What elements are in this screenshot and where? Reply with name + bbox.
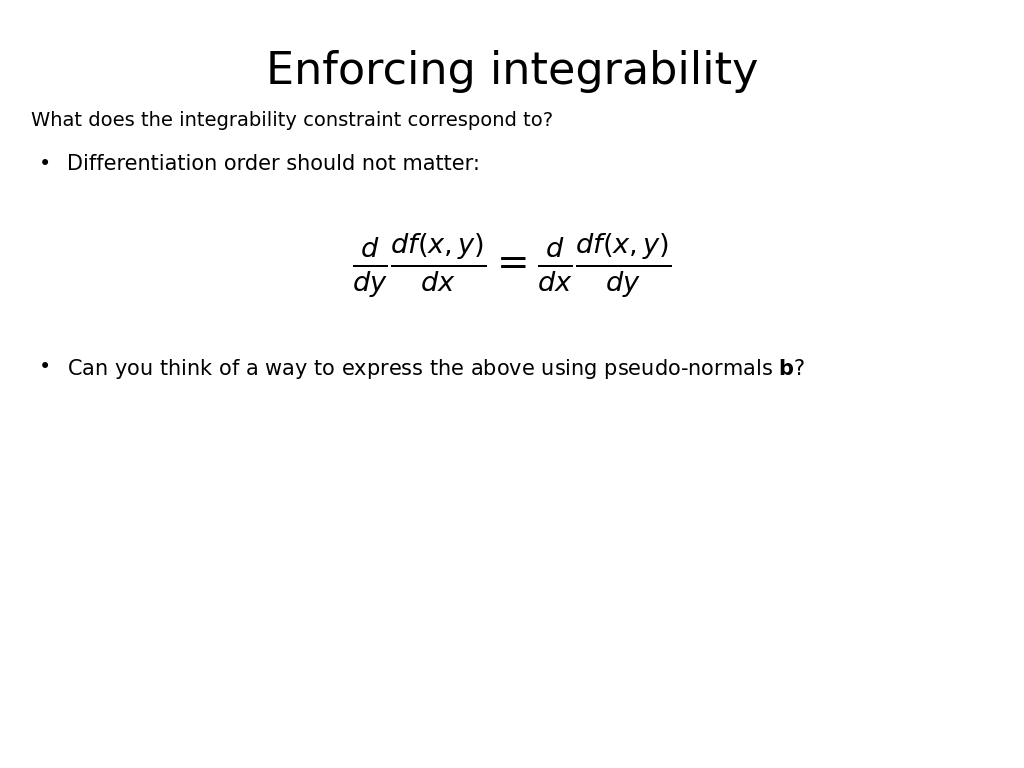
Text: •: • [39,154,51,174]
Text: Can you think of a way to express the above using pseudo-normals $\mathbf{b}$?: Can you think of a way to express the ab… [67,357,805,381]
Text: Enforcing integrability: Enforcing integrability [266,50,758,93]
Text: What does the integrability constraint correspond to?: What does the integrability constraint c… [31,111,553,131]
Text: •: • [39,357,51,377]
Text: Differentiation order should not matter:: Differentiation order should not matter: [67,154,479,174]
Text: $\frac{d}{dy}\frac{df(x,y)}{dx} = \frac{d}{dx}\frac{df(x,y)}{dy}$: $\frac{d}{dy}\frac{df(x,y)}{dx} = \frac{… [352,230,672,300]
